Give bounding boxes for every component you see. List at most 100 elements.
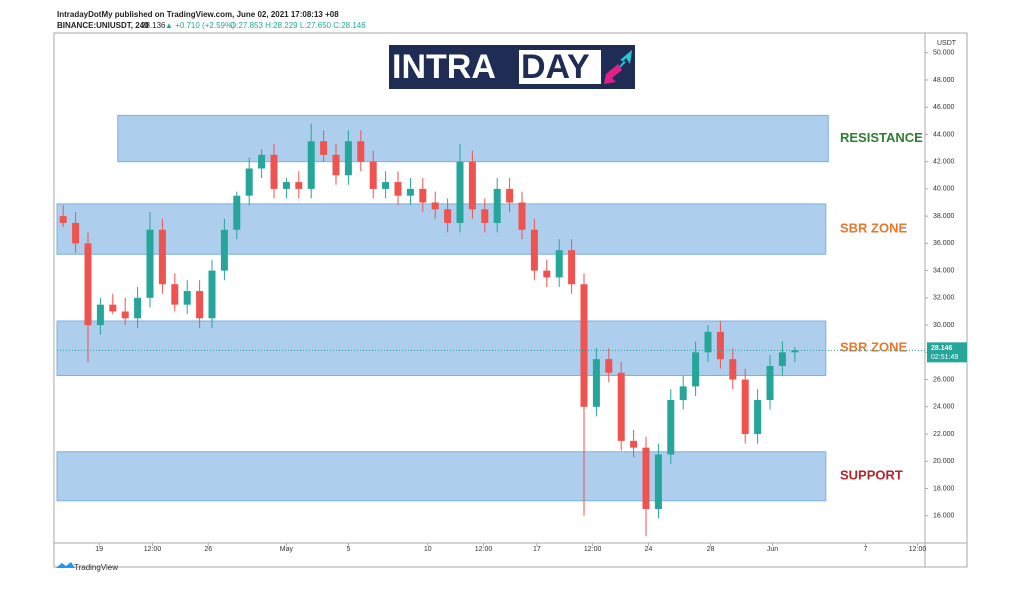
candle-body xyxy=(332,154,340,176)
candle-body xyxy=(307,141,315,189)
candle xyxy=(59,205,67,228)
candle-body xyxy=(258,154,266,169)
candle xyxy=(754,389,762,444)
candle-body xyxy=(555,250,563,278)
candle-body xyxy=(568,250,576,285)
footer: TradingView xyxy=(74,563,118,572)
candle-body xyxy=(233,195,241,230)
candle-body xyxy=(481,209,489,223)
logo-arrow xyxy=(608,50,632,80)
candle-body xyxy=(134,297,142,319)
y-axis-label: USDT xyxy=(937,40,957,47)
y-tick-label: 44.000 xyxy=(933,131,955,138)
candle-body xyxy=(121,311,129,319)
candle-body xyxy=(530,229,538,271)
candle xyxy=(468,150,476,219)
candle xyxy=(679,375,687,410)
candle-body xyxy=(518,202,526,230)
ohlc: O:27.853 H:28.229 L:27.650 C:28.146 xyxy=(230,21,366,30)
candle xyxy=(456,143,464,233)
zone-label: RESISTANCE xyxy=(840,130,923,145)
y-tick-label: 30.000 xyxy=(933,322,955,329)
candle xyxy=(431,191,439,219)
candle-body xyxy=(109,304,117,312)
candle xyxy=(778,341,786,376)
y-tick-label: 38.000 xyxy=(933,213,955,220)
candle-body xyxy=(630,440,638,448)
candle xyxy=(121,297,129,326)
change: ▲ +0.710 (+2.59%) xyxy=(165,21,235,30)
candle-body xyxy=(72,222,80,244)
y-tick-label: 34.000 xyxy=(933,267,955,274)
candle xyxy=(667,389,675,465)
x-tick-label: 10 xyxy=(424,546,432,553)
candle xyxy=(493,178,501,233)
candle-body xyxy=(543,270,551,278)
candle xyxy=(233,191,241,240)
y-tick-label: 42.000 xyxy=(933,159,955,166)
frame xyxy=(53,32,968,568)
price-tag-label: 28.146 xyxy=(931,345,953,352)
x-tick-label: 24 xyxy=(645,546,653,553)
candle xyxy=(282,178,290,199)
logo-arrow xyxy=(604,64,622,84)
candle xyxy=(568,239,576,294)
candle xyxy=(208,259,216,328)
price-tag-countdown: 02:51:49 xyxy=(931,354,958,361)
candle xyxy=(382,171,390,199)
y-tick-label: 26.000 xyxy=(933,376,955,383)
candle xyxy=(245,157,253,206)
candle-body xyxy=(431,202,439,210)
x-tick-label: 17 xyxy=(533,546,541,553)
candle xyxy=(394,171,402,206)
candle xyxy=(518,191,526,240)
candle xyxy=(196,280,204,328)
candle xyxy=(692,341,700,396)
x-tick-label: 12:00 xyxy=(144,546,162,553)
x-tick-label: 12:00 xyxy=(909,546,927,553)
symbol: BINANCE:UNIUSDT, 240 xyxy=(57,21,149,30)
candle-body xyxy=(791,350,799,353)
y-tick-label: 24.000 xyxy=(933,404,955,411)
candle xyxy=(729,348,737,390)
candle xyxy=(791,346,799,362)
candle xyxy=(171,273,179,312)
candle-body xyxy=(729,359,737,380)
candle xyxy=(258,149,266,179)
candle-body xyxy=(171,284,179,305)
candle xyxy=(617,361,625,451)
candle-body xyxy=(357,141,365,162)
zone xyxy=(56,203,827,255)
candle-body xyxy=(419,188,427,203)
candle-body xyxy=(406,188,414,196)
candle xyxy=(654,443,662,519)
candle xyxy=(580,273,588,516)
x-tick-label: 28 xyxy=(707,546,715,553)
candle-body xyxy=(679,386,687,400)
candle xyxy=(220,218,228,281)
candle xyxy=(320,130,328,162)
x-tick-label: Jun xyxy=(767,546,778,553)
candle xyxy=(419,178,427,213)
y-tick-label: 32.000 xyxy=(933,295,955,302)
candle-body xyxy=(295,182,303,189)
candle xyxy=(96,297,104,335)
logo-inner xyxy=(519,50,601,84)
candle-body xyxy=(369,161,377,189)
candle-body xyxy=(444,209,452,223)
candle xyxy=(543,259,551,287)
candle-body xyxy=(320,141,328,155)
candle-body xyxy=(456,161,464,223)
candle-body xyxy=(493,188,501,223)
candle-body xyxy=(642,447,650,509)
candle xyxy=(307,123,315,199)
candle xyxy=(369,150,377,199)
candle xyxy=(630,429,638,458)
candle-body xyxy=(506,188,514,203)
candle-body xyxy=(741,379,749,435)
candle-body xyxy=(654,454,662,509)
candle-body xyxy=(716,331,724,360)
zone xyxy=(117,114,829,163)
candle xyxy=(530,218,538,281)
candle-body xyxy=(196,291,204,319)
